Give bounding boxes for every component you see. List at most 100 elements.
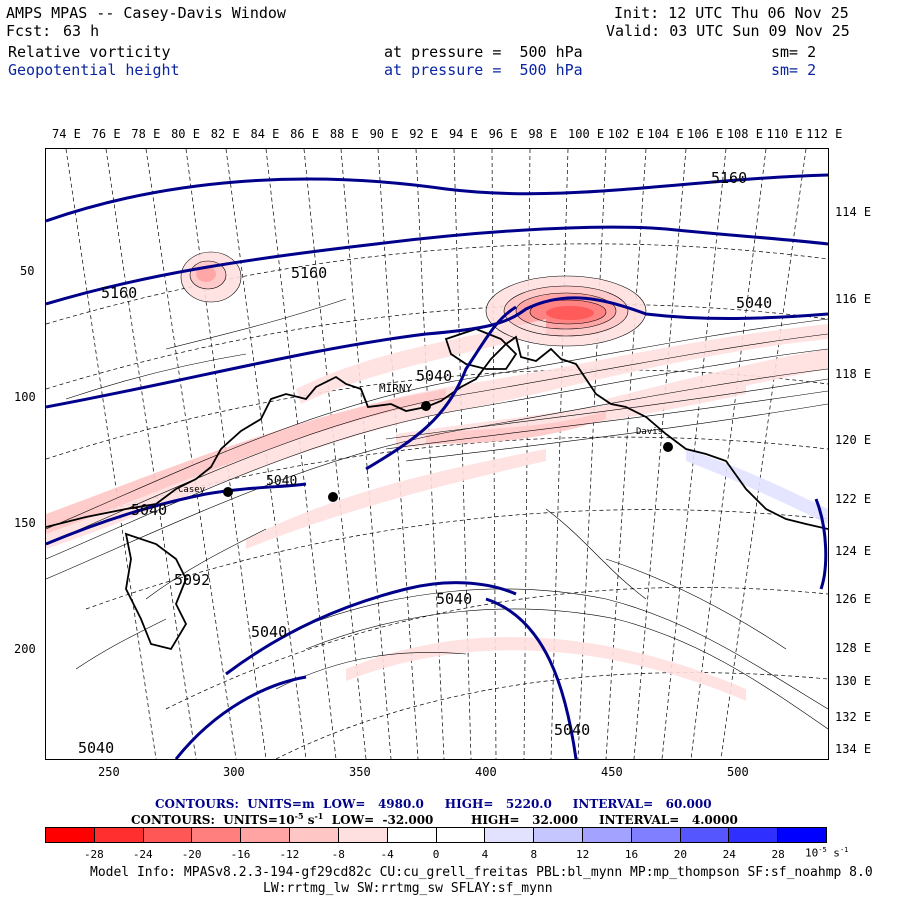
right-longitude-label: 118 E [835,367,872,381]
station-label: Davis [636,427,664,437]
bottom-axis-label: 400 [475,765,497,779]
forecast-label: Fcst: [6,22,52,40]
right-longitude-label: 116 E [835,292,872,306]
top-longitude-label: 98 E [528,127,558,141]
right-longitude-label: 134 E [835,742,872,756]
contour-interval: INTERVAL= 60.000 [572,797,712,811]
colorbar-swatch [241,828,291,842]
colorbar-swatch [436,828,486,842]
colorbar-swatch [778,828,826,842]
colorbar-label: -20 [181,848,202,861]
colorbar-label: 24 [722,848,736,861]
unit-exponent: -1 [314,811,324,821]
left-axis-label: 50 [20,264,35,278]
vorticity-contour-info: CONTOURS: UNITS=10-5 s-1 LOW= -32.000 HI… [131,811,738,827]
colorbar-swatch [485,828,535,842]
height-label: 5040 [554,721,591,739]
right-longitude-label: 130 E [835,674,872,688]
forecast-value: 63 h [63,22,100,40]
top-longitude-label: 86 E [290,127,320,141]
right-longitude-label: 124 E [835,544,872,558]
init-time: Init: 12 UTC Thu 06 Nov 25 [614,4,849,22]
colorbar-label: 28 [771,848,785,861]
contour-low: LOW= 4980.0 [323,797,424,811]
bottom-axis-label: 500 [727,765,749,779]
meridian-grid [65,149,807,759]
colorbar-swatch [46,828,95,842]
colorbar-swatch [192,828,242,842]
colorbar-unit: 10-5 s-1 [805,846,848,860]
left-axis-label: 150 [14,516,36,530]
right-longitude-label: 122 E [835,492,872,506]
top-longitude-label: 104 E [647,127,684,141]
top-longitude-label: 112 E [806,127,843,141]
height-label: 5160 [291,264,328,282]
colorbar-unit-tail: s [826,846,840,860]
colorbar-label: -16 [230,848,251,861]
top-longitude-label: 96 E [488,127,518,141]
left-axis-label: 100 [14,390,36,404]
valid-time: Valid: 03 UTC Sun 09 Nov 25 [606,22,850,40]
colorbar-label: -8 [331,848,345,861]
colorbar-label: 12 [576,848,590,861]
colorbar-label: 16 [624,848,639,861]
left-axis-label: 200 [14,642,36,656]
field2-level: at pressure = 500 hPa [384,61,583,79]
field1-smoothing: sm= 2 [771,43,817,61]
top-longitude-label: 88 E [329,127,359,141]
model-info-physics: LW:rrtmg_lw SW:rrtmg_sw SFLAY:sf_mynn [263,881,553,896]
height-label: 5040 [736,294,773,312]
map-panel: 5160 5160 5160 5040 5040 5040 5040 5040 … [45,148,829,760]
colorbar-label: 4 [481,848,489,861]
bottom-axis-label: 350 [349,765,371,779]
top-longitude-label: 92 E [409,127,439,141]
colorbar-swatch [729,828,779,842]
top-longitude-label: 94 E [448,127,478,141]
map-plot [46,149,828,759]
right-longitude-label: 132 E [835,710,872,724]
colorbar-label: -24 [132,848,153,861]
colorbar-swatch [338,828,388,842]
station-label: MIRNY [379,382,413,395]
top-longitude-label: 84 E [250,127,280,141]
height-label: 5092 [174,571,211,589]
contour-units-label: CONTOURS: UNITS=10 [131,813,295,827]
colorbar-swatch [631,828,681,842]
colorbar-swatch [534,828,583,842]
right-longitude-label: 126 E [835,592,872,606]
station-label: Casey [178,485,206,495]
contour-interval: INTERVAL= 4.0000 [598,813,738,827]
top-longitude-axis: 74 E 76 E 78 E 80 E 82 E 84 E 86 E 88 E 90 E 92 E… [45,127,845,145]
right-longitude-label: 120 E [835,433,872,447]
top-longitude-label: 110 E [766,127,803,141]
unit-exponent: -5 [294,811,304,821]
field2-smoothing: sm= 2 [771,61,817,79]
top-longitude-label: 90 E [369,127,399,141]
colorbar-unit-base: 10 [805,846,819,860]
top-longitude-label: 102 E [607,127,644,141]
colorbar [45,827,827,843]
field1-level: at pressure = 500 hPa [384,43,583,61]
unit-tail: s [303,813,315,827]
bottom-axis-label: 250 [98,765,120,779]
colorbar-swatch [387,828,437,842]
colorbar-unit-exp2: -1 [839,846,849,854]
right-longitude-label: 114 E [835,205,872,219]
top-longitude-label: 74 E [52,127,81,141]
colorbar-label: 20 [673,848,687,861]
height-label: 5160 [711,169,748,187]
map-title: AMPS MPAS -- Casey-Davis Window [6,4,286,22]
bottom-axis-label: 450 [601,765,623,779]
colorbar-swatch [582,828,632,842]
height-label: 5040 [251,623,288,641]
height-contours [46,173,828,759]
colorbar-label: 8 [530,848,538,861]
colorbar-label: -4 [380,848,394,861]
height-label: 5040 [266,474,298,489]
colorbar-label: -28 [83,848,104,861]
top-longitude-label: 108 E [726,127,763,141]
colorbar-label: 0 [432,848,440,861]
top-longitude-label: 78 E [131,127,161,141]
colorbar-swatch [94,828,144,842]
bottom-axis-label: 300 [223,765,245,779]
